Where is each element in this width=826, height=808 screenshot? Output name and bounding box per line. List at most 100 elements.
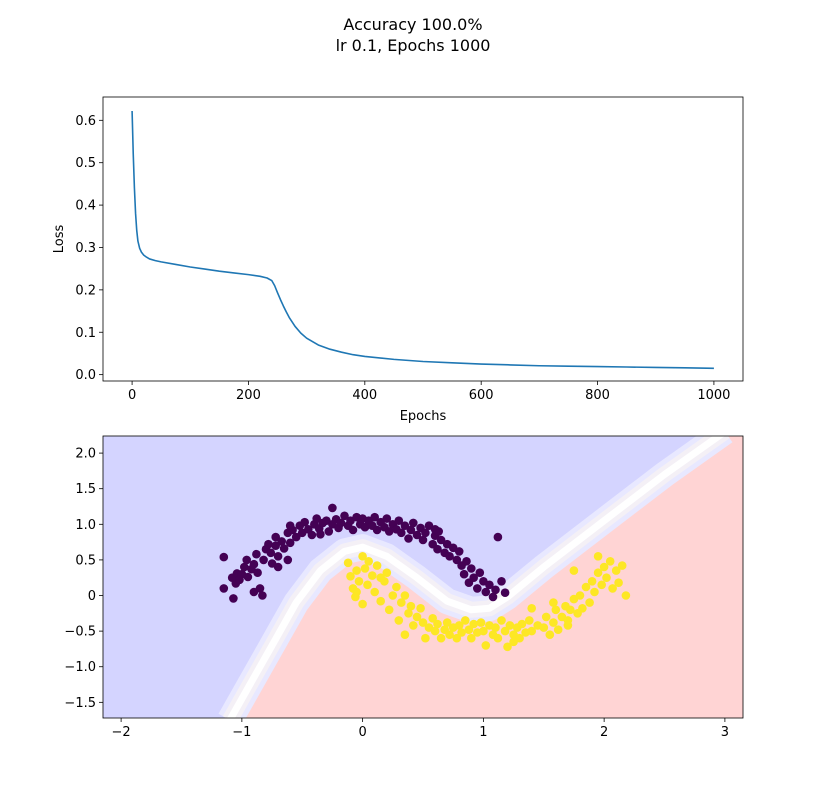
point-class-1 [454, 621, 464, 630]
point-class-1 [358, 599, 367, 609]
point-class-0 [469, 573, 479, 582]
moon-y-tick-label: 2.0 [75, 447, 96, 462]
decision-regions [103, 436, 743, 718]
point-class-1 [418, 618, 428, 627]
point-class-1 [593, 568, 603, 577]
loss-y-tick-label: 0.3 [75, 241, 96, 256]
point-class-0 [271, 541, 281, 550]
point-class-0 [397, 528, 406, 538]
point-class-0 [462, 557, 471, 566]
figure-title-line-2: lr 0.1, Epochs 1000 [336, 36, 491, 55]
point-class-1 [509, 637, 518, 647]
figure-title-line-1: Accuracy 100.0% [343, 15, 482, 34]
point-class-1 [527, 604, 536, 613]
point-class-1 [428, 614, 438, 623]
point-class-0 [412, 530, 422, 540]
point-class-0 [454, 547, 464, 556]
point-class-0 [253, 568, 262, 577]
point-class-0 [219, 584, 229, 593]
point-class-0 [229, 594, 238, 603]
point-class-1 [500, 626, 510, 636]
point-class-1 [605, 557, 615, 566]
point-class-1 [343, 558, 353, 568]
point-class-1 [358, 552, 367, 561]
point-class-1 [602, 573, 611, 582]
point-class-1 [360, 564, 370, 573]
point-class-0 [312, 514, 322, 523]
moon-x-tick-label: 3 [721, 725, 729, 740]
point-class-1 [354, 577, 364, 586]
point-class-0 [285, 538, 295, 548]
point-class-0 [384, 527, 394, 536]
point-class-1 [464, 625, 474, 634]
class-1-region [230, 436, 743, 718]
point-class-1 [525, 616, 534, 625]
point-class-0 [336, 518, 346, 528]
point-class-1 [503, 642, 512, 652]
point-class-1 [608, 584, 617, 593]
point-class-0 [271, 532, 281, 542]
boundary-band-inner [226, 436, 725, 718]
point-class-1 [430, 626, 440, 636]
point-class-0 [430, 525, 440, 534]
point-class-1 [376, 596, 386, 606]
scatter-points [219, 503, 631, 652]
point-class-1 [372, 561, 382, 570]
point-class-1 [611, 566, 621, 575]
point-class-0 [488, 592, 498, 602]
point-class-1 [469, 619, 479, 629]
point-class-1 [363, 580, 372, 590]
moon-x-tick-label: −1 [232, 725, 251, 740]
point-class-1 [352, 566, 361, 575]
point-class-1 [476, 618, 486, 627]
point-class-0 [277, 537, 287, 546]
point-class-0 [279, 544, 289, 553]
point-class-1 [467, 633, 476, 643]
loss-chart: 0 200 400 600 800 1000 0.0 0.1 0.2 0.3 0.4 0.5 0.6 Ep… [52, 96, 744, 424]
point-class-1 [549, 618, 558, 627]
point-class-0 [372, 525, 382, 535]
loss-x-tick-label: 600 [469, 388, 494, 403]
point-class-0 [467, 564, 476, 573]
point-class-0 [436, 535, 446, 545]
point-class-1 [370, 587, 380, 597]
point-class-0 [406, 525, 416, 535]
moon-y-tick-label: 1.0 [75, 518, 96, 533]
point-class-0 [452, 555, 462, 565]
moon-x-tick-label: 1 [479, 725, 487, 740]
point-class-1 [539, 623, 549, 632]
point-class-0 [360, 522, 370, 532]
loss-x-tick-label: 1000 [697, 388, 730, 403]
point-class-0 [291, 532, 301, 542]
point-class-1 [505, 621, 515, 630]
point-class-1 [442, 618, 452, 627]
moon-plot-frame [102, 435, 744, 719]
decision-boundary-chart: −2 −1 0 1 2 3 −1.5 −1.0 −0.5 0 0.5 1.0 1.5 2.0 [64, 435, 744, 740]
point-class-0 [307, 530, 317, 540]
point-class-0 [235, 575, 244, 585]
point-class-0 [300, 517, 310, 527]
point-class-1 [491, 623, 500, 632]
point-class-0 [273, 552, 283, 561]
point-class-0 [249, 559, 259, 569]
point-class-1 [433, 619, 442, 629]
moon-x-tick-label: 0 [358, 725, 366, 740]
loss-y-tick-label: 0.2 [75, 283, 96, 298]
loss-y-tick-label: 0.4 [75, 199, 96, 214]
point-class-1 [578, 604, 587, 613]
point-class-1 [497, 616, 506, 625]
loss-series-line [131, 110, 714, 370]
point-class-0 [240, 562, 249, 572]
point-class-1 [585, 598, 594, 607]
loss-x-axis-label: Epochs [400, 409, 447, 424]
moon-y-tick-label: −1.0 [64, 660, 96, 675]
point-class-1 [551, 605, 561, 615]
loss-y-tick-label: 0.5 [75, 156, 96, 171]
loss-plot-frame [102, 96, 744, 382]
point-class-1 [368, 571, 377, 580]
point-class-1 [566, 605, 575, 615]
point-class-0 [491, 585, 500, 595]
point-class-0 [481, 587, 491, 597]
point-class-1 [461, 616, 470, 625]
point-class-0 [348, 525, 358, 535]
